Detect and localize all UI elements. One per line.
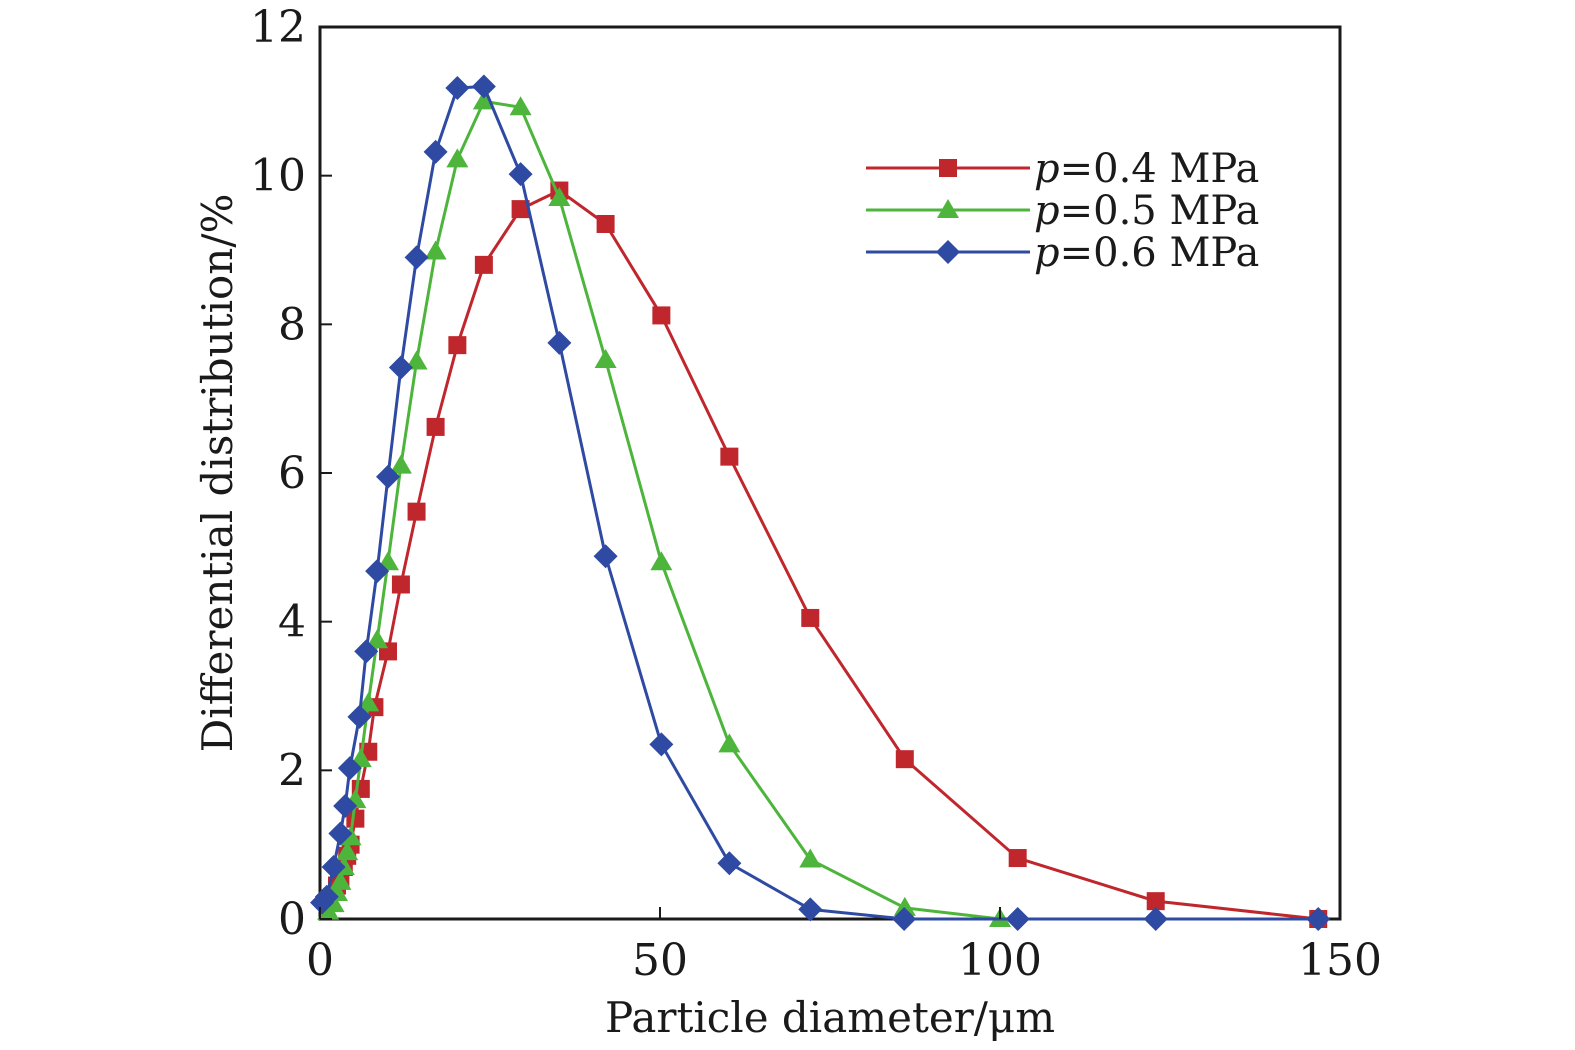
data-point [594, 349, 617, 369]
data-point [548, 186, 571, 206]
data-point [798, 897, 823, 922]
legend-label: p=0.4 MPa [1034, 146, 1259, 192]
series-diamond [310, 74, 1331, 931]
data-point [388, 355, 413, 380]
data-point [717, 851, 742, 876]
data-point [407, 502, 426, 521]
y-tick-label: 0 [278, 894, 306, 945]
data-point [511, 200, 530, 219]
data-point [333, 794, 358, 819]
x-axis-title: Particle diameter/μm [605, 993, 1055, 1042]
series-line [335, 189, 1319, 921]
data-point [1306, 907, 1331, 931]
y-axis-title: Differential distribution/% [193, 194, 242, 753]
data-point [424, 240, 447, 260]
data-point [649, 732, 674, 757]
data-point [448, 336, 467, 355]
legend-label: p=0.6 MPa [1034, 230, 1259, 276]
data-point [337, 756, 362, 781]
data-point [720, 447, 739, 466]
y-tick-label: 8 [278, 299, 306, 350]
y-tick-label: 6 [278, 448, 306, 499]
data-point [1008, 849, 1027, 868]
data-point [329, 870, 352, 890]
data-point [652, 306, 671, 325]
data-point [376, 464, 400, 489]
data-point [596, 214, 615, 233]
data-point [328, 821, 353, 846]
data-point [547, 330, 572, 355]
data-point [354, 639, 379, 664]
data-point [365, 559, 390, 584]
data-point [892, 907, 917, 931]
legend-item: p=0.6 MPa [866, 230, 1259, 276]
data-point [321, 854, 346, 879]
data-point [346, 809, 365, 828]
data-point [426, 417, 445, 436]
legend-marker [936, 240, 960, 264]
data-point [445, 75, 470, 100]
data-point [718, 733, 741, 753]
data-point [508, 162, 533, 187]
data-point [1143, 907, 1168, 931]
legend-marker [939, 159, 957, 177]
x-tick-label: 0 [306, 935, 334, 986]
data-point [446, 148, 469, 168]
legend-marker [937, 199, 959, 218]
legend-item: p=0.5 MPa [866, 188, 1259, 234]
data-point [404, 245, 429, 270]
y-tick-label: 12 [250, 2, 306, 53]
series-square [328, 181, 1328, 928]
data-point [799, 848, 822, 868]
data-point [801, 608, 820, 627]
data-point [391, 575, 410, 594]
y-tick-label: 10 [250, 151, 306, 202]
y-tick-label: 2 [278, 745, 306, 796]
data-point [357, 692, 380, 712]
y-tick-label: 4 [278, 597, 306, 648]
data-point [893, 896, 916, 916]
data-point [509, 96, 532, 116]
x-tick-label: 100 [958, 935, 1042, 986]
data-point [472, 90, 495, 110]
data-point [650, 551, 673, 571]
legend-item: p=0.4 MPa [866, 146, 1259, 192]
series-layer [310, 74, 1331, 931]
data-point [314, 884, 339, 909]
data-point [471, 74, 496, 99]
data-point [366, 629, 389, 649]
series-line [326, 99, 1001, 921]
data-point [389, 454, 412, 474]
data-point [347, 704, 372, 729]
x-tick-label: 150 [1298, 935, 1382, 986]
x-tick-label: 50 [632, 935, 688, 986]
tick-layer: 0 50 100 150 0 2 4 6 8 10 12 [250, 2, 1382, 986]
data-point [474, 255, 493, 274]
data-point [423, 139, 448, 164]
data-point [336, 841, 359, 861]
data-point [405, 350, 428, 370]
data-point [895, 750, 914, 769]
legend-label: p=0.5 MPa [1034, 188, 1259, 234]
data-point [593, 544, 618, 569]
series-triangle [317, 90, 1011, 927]
data-point [1005, 907, 1030, 931]
data-point [1146, 892, 1165, 911]
